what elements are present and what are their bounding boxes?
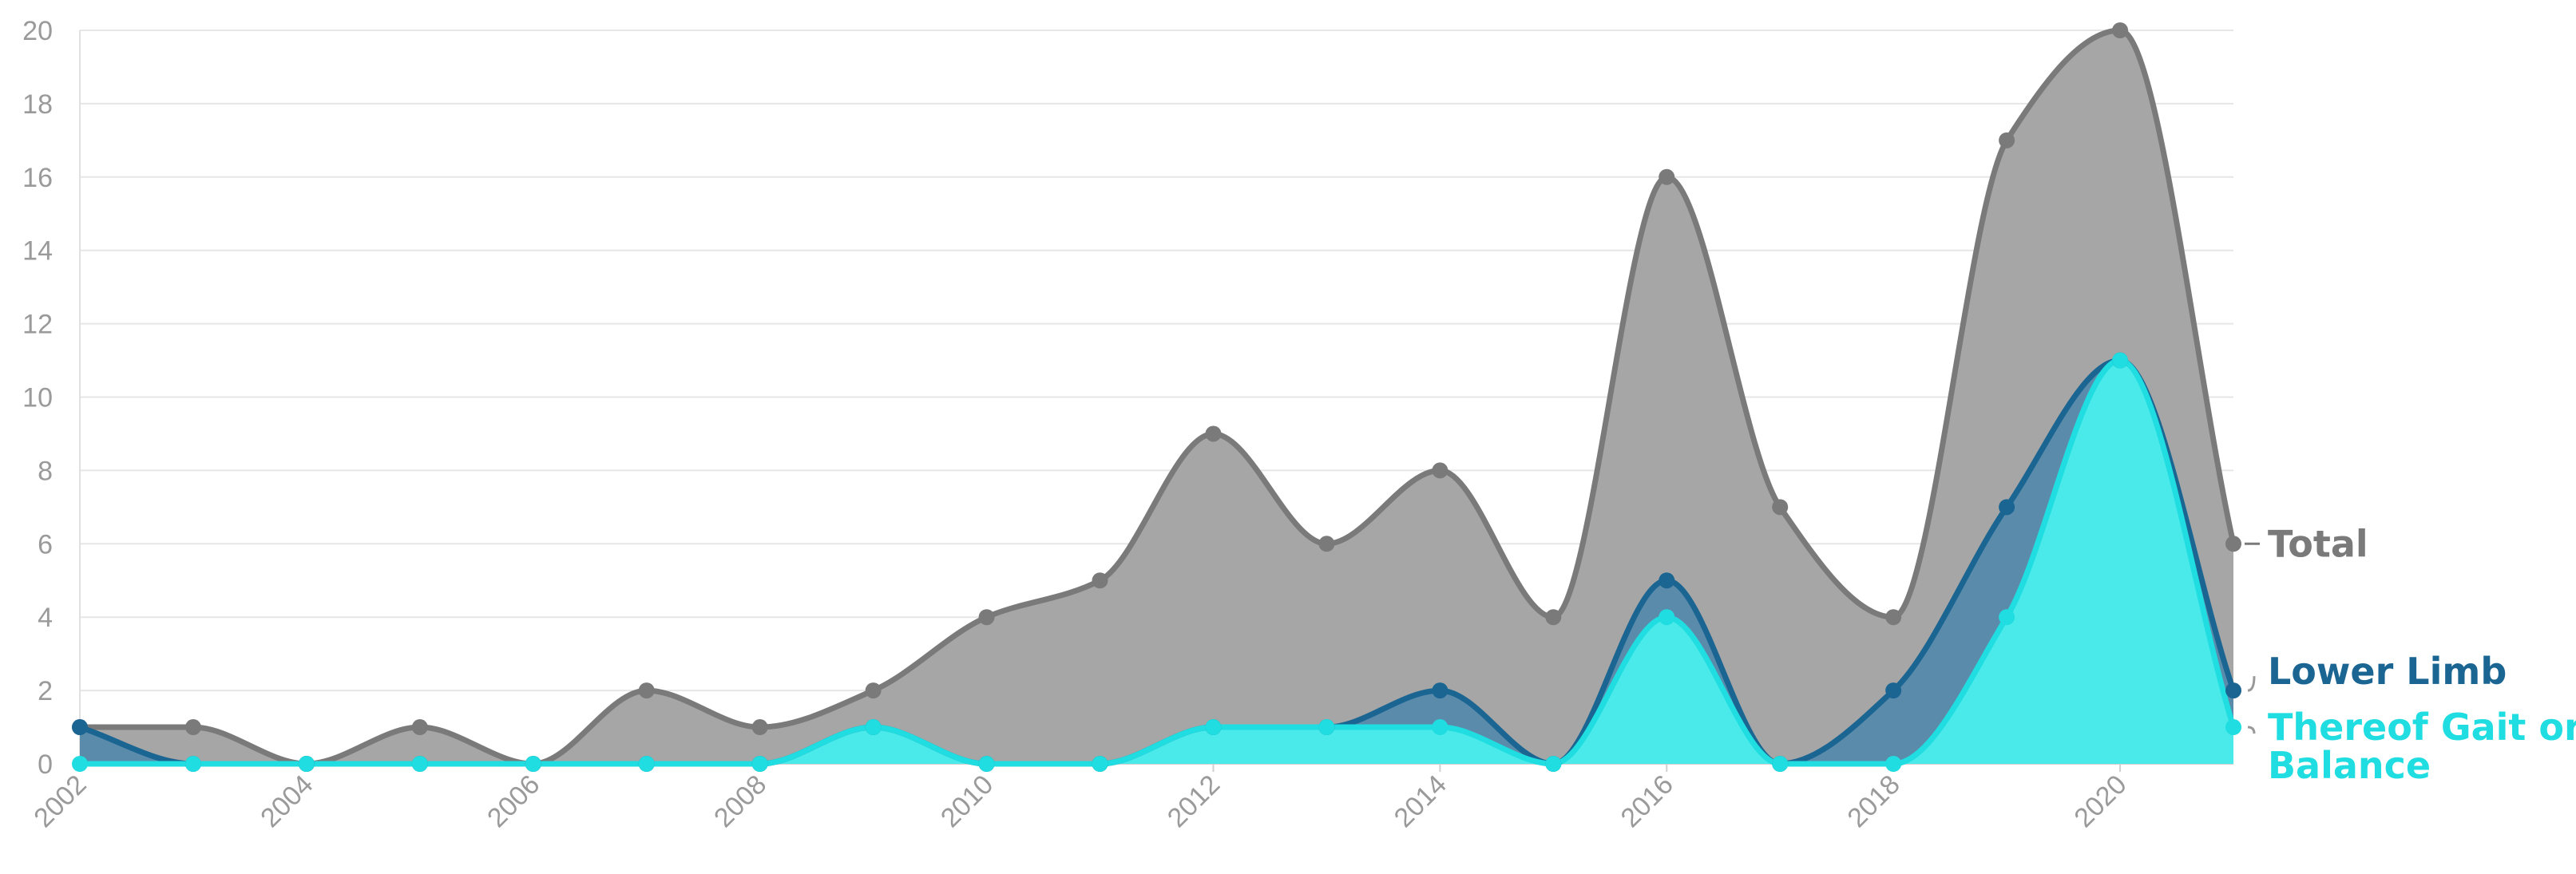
series-label-lower-limb: Lower Limb bbox=[2268, 650, 2507, 693]
point-total bbox=[184, 719, 201, 736]
point-thereof-gait-or-balance bbox=[525, 756, 541, 772]
point-thereof-gait-or-balance bbox=[751, 756, 768, 772]
grid-lines bbox=[79, 30, 2233, 765]
point-thereof-gait-or-balance bbox=[865, 719, 882, 736]
point-thereof-gait-or-balance bbox=[2112, 352, 2129, 369]
x-tick-label: 2004 bbox=[255, 769, 319, 833]
point-total bbox=[1999, 132, 2015, 148]
point-total bbox=[1885, 609, 1902, 626]
point-thereof-gait-or-balance bbox=[1205, 719, 1222, 736]
area-total bbox=[80, 30, 2233, 764]
series-label-total: Total bbox=[2268, 522, 2368, 565]
y-tick-label: 14 bbox=[22, 236, 53, 267]
point-total bbox=[2112, 22, 2129, 38]
y-tick-label: 4 bbox=[38, 603, 53, 633]
x-axis-ticks: 2002 2004 2006 2008 2010 2012 2014 2016 2018 2020 bbox=[28, 764, 2133, 833]
point-lower-limb bbox=[72, 719, 88, 736]
y-tick-label: 0 bbox=[38, 749, 53, 780]
point-thereof-gait-or-balance bbox=[978, 756, 995, 772]
point-total bbox=[1318, 536, 1335, 552]
point-thereof-gait-or-balance bbox=[1545, 756, 1562, 772]
x-tick-label: 2008 bbox=[708, 769, 772, 833]
point-total bbox=[1432, 462, 1449, 479]
y-tick-label: 8 bbox=[38, 456, 53, 486]
point-total bbox=[1092, 572, 1108, 589]
point-total bbox=[1545, 609, 1562, 626]
y-tick-label: 10 bbox=[22, 383, 53, 413]
point-total bbox=[1205, 425, 1222, 442]
point-thereof-gait-or-balance bbox=[2225, 719, 2241, 736]
x-tick-label: 2020 bbox=[2068, 769, 2132, 833]
point-thereof-gait-or-balance bbox=[184, 756, 201, 772]
x-tick-label: 2014 bbox=[1389, 769, 1452, 833]
point-total bbox=[865, 682, 882, 699]
connector-lower-limb bbox=[2247, 676, 2256, 692]
series-label-thereof-gait-or-balance: Thereof Gait or bbox=[2268, 706, 2576, 749]
y-tick-label: 16 bbox=[22, 163, 53, 193]
x-tick-label: 2018 bbox=[1841, 769, 1905, 833]
point-thereof-gait-or-balance bbox=[411, 756, 428, 772]
point-thereof-gait-or-balance bbox=[1772, 756, 1789, 772]
point-thereof-gait-or-balance bbox=[72, 756, 88, 772]
y-tick-label: 18 bbox=[22, 89, 53, 120]
y-tick-label: 12 bbox=[22, 310, 53, 340]
point-total bbox=[2225, 536, 2241, 552]
point-thereof-gait-or-balance bbox=[1318, 719, 1335, 736]
series-areas bbox=[80, 30, 2233, 764]
x-tick-label: 2012 bbox=[1162, 769, 1226, 833]
point-total bbox=[1772, 499, 1789, 516]
connector-thereof-gait-or-balance bbox=[2247, 726, 2256, 734]
series-label-thereof-gait-or-balance: Balance bbox=[2268, 744, 2431, 787]
point-thereof-gait-or-balance bbox=[298, 756, 315, 772]
series-points bbox=[72, 22, 2241, 772]
line-thereof-gait-or-balance bbox=[77, 358, 2237, 767]
x-tick-label: 2006 bbox=[482, 769, 545, 833]
point-lower-limb bbox=[1432, 682, 1449, 699]
point-total bbox=[638, 682, 655, 699]
point-total bbox=[411, 719, 428, 736]
area-thereof-gait-or-balance bbox=[80, 360, 2233, 764]
point-lower-limb bbox=[1999, 499, 2015, 516]
x-tick-label: 2010 bbox=[935, 769, 999, 833]
y-tick-label: 6 bbox=[38, 529, 53, 560]
point-thereof-gait-or-balance bbox=[1885, 756, 1902, 772]
point-total bbox=[1659, 168, 1675, 185]
point-total bbox=[978, 609, 995, 626]
point-lower-limb bbox=[1659, 572, 1675, 589]
x-tick-label: 2016 bbox=[1615, 769, 1679, 833]
point-thereof-gait-or-balance bbox=[1659, 609, 1675, 626]
point-thereof-gait-or-balance bbox=[638, 756, 655, 772]
point-lower-limb bbox=[1885, 682, 1902, 699]
y-tick-label: 20 bbox=[22, 16, 53, 46]
point-total bbox=[751, 719, 768, 736]
point-thereof-gait-or-balance bbox=[1432, 719, 1449, 736]
y-axis-ticks: 0 2 4 6 8 10 12 14 16 18 20 bbox=[22, 16, 53, 780]
point-thereof-gait-or-balance bbox=[1999, 609, 2015, 626]
point-thereof-gait-or-balance bbox=[1092, 756, 1108, 772]
point-lower-limb bbox=[2225, 682, 2241, 699]
y-tick-label: 2 bbox=[38, 676, 53, 706]
